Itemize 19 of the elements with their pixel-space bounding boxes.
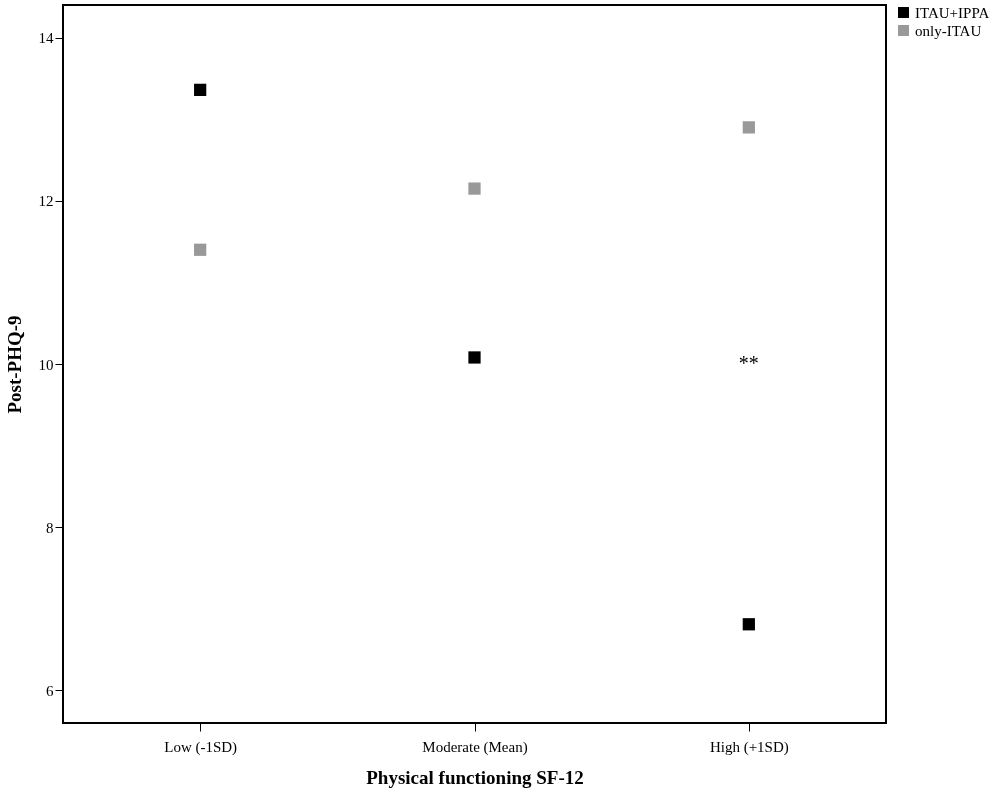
legend-label: only-ITAU [915,22,982,39]
y-tick-label: 14 [38,30,54,47]
x-axis-title: Physical functioning SF-12 [366,766,584,788]
point [194,243,207,256]
legend-label: ITAU+IPPA [915,4,990,21]
point [194,83,207,96]
point [742,618,755,631]
point [468,182,481,195]
x-tick-label: Low (-1SD) [164,738,238,756]
y-tick-label: 12 [38,193,54,210]
x-tick-label: High (+1SD) [709,738,789,756]
point [468,351,481,364]
y-tick-label: 8 [46,519,54,536]
annotation: ** [738,352,759,374]
y-tick-label: 6 [46,682,54,699]
x-tick-label: Moderate (Mean) [422,738,528,756]
point [742,121,755,134]
y-axis-title: Post-PHQ-9 [3,315,25,414]
y-tick-label: 10 [38,356,54,373]
